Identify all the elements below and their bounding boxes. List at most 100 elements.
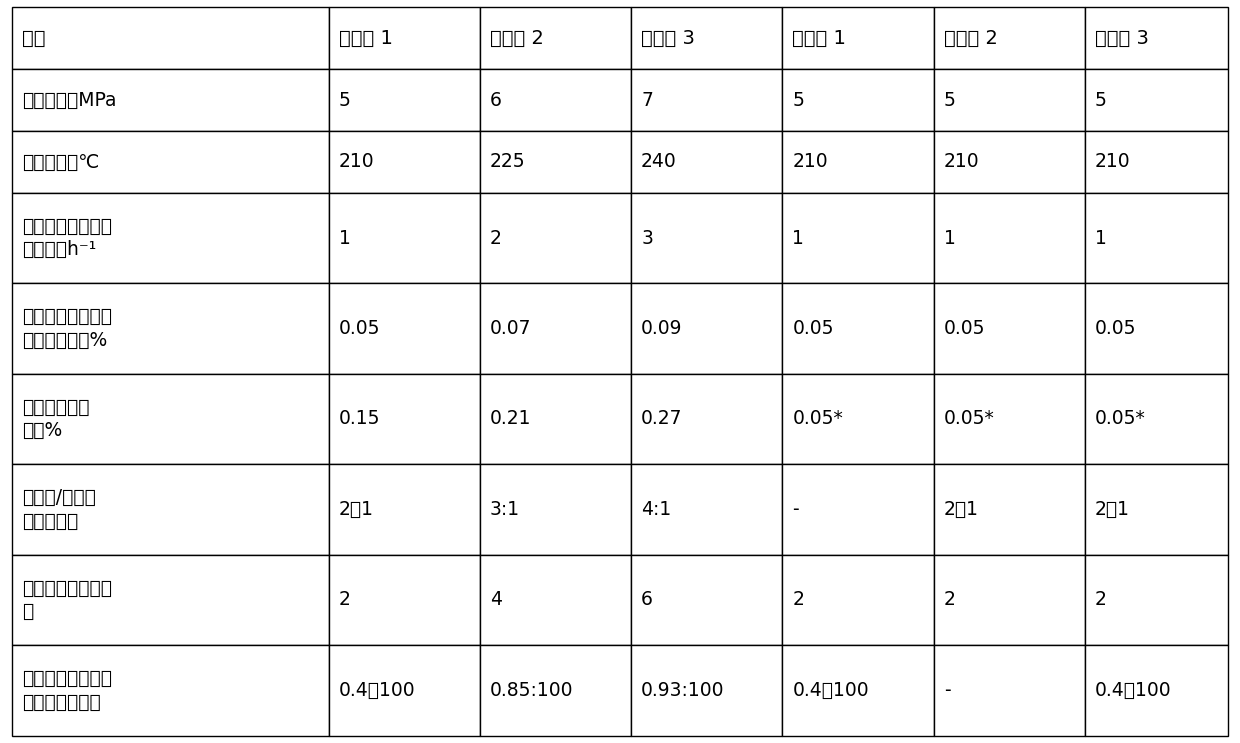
Bar — [329, 131, 480, 193]
Text: 循环油/溶氢油
（质量比）: 循环油/溶氢油 （质量比） — [22, 488, 97, 531]
Bar — [1085, 193, 1228, 283]
Text: 2：1: 2：1 — [1095, 500, 1130, 519]
Bar — [329, 7, 480, 69]
Text: 4:1: 4:1 — [641, 500, 671, 519]
Bar — [631, 193, 782, 283]
Text: 5: 5 — [944, 91, 956, 110]
Text: 实施例 1: 实施例 1 — [339, 29, 392, 48]
Bar — [329, 464, 480, 555]
Text: 2: 2 — [1095, 591, 1107, 609]
Text: 2：1: 2：1 — [339, 500, 373, 519]
Bar — [12, 283, 329, 374]
Bar — [12, 131, 329, 193]
Bar — [480, 7, 631, 69]
Bar — [782, 283, 934, 374]
Bar — [934, 645, 1085, 736]
Bar — [480, 645, 631, 736]
Bar — [480, 374, 631, 464]
Bar — [934, 374, 1085, 464]
Text: 5: 5 — [339, 91, 351, 110]
Bar — [329, 374, 480, 464]
Bar — [782, 464, 934, 555]
Bar — [480, 283, 631, 374]
Text: 2: 2 — [944, 591, 956, 609]
Text: 对比例 1: 对比例 1 — [792, 29, 846, 48]
Text: -: - — [792, 500, 799, 519]
Bar — [12, 645, 329, 736]
Text: 3:1: 3:1 — [490, 500, 520, 519]
Bar — [329, 193, 480, 283]
Bar — [934, 283, 1085, 374]
Bar — [631, 69, 782, 131]
Bar — [934, 131, 1085, 193]
Bar — [631, 374, 782, 464]
Bar — [782, 69, 934, 131]
Text: 氢的混入量，
重量%: 氢的混入量， 重量% — [22, 398, 89, 441]
Text: 0.05*: 0.05* — [944, 409, 994, 429]
Bar — [782, 645, 934, 736]
Text: 6: 6 — [641, 591, 653, 609]
Bar — [934, 555, 1085, 645]
Text: 7: 7 — [641, 91, 653, 110]
Text: 1: 1 — [339, 229, 351, 247]
Bar — [12, 555, 329, 645]
Bar — [782, 7, 934, 69]
Text: 0.21: 0.21 — [490, 409, 531, 429]
Bar — [480, 464, 631, 555]
Text: 210: 210 — [339, 152, 374, 172]
Text: -: - — [944, 681, 950, 700]
Bar — [12, 7, 329, 69]
Text: 210: 210 — [944, 152, 980, 172]
Text: 210: 210 — [1095, 152, 1131, 172]
Text: 2: 2 — [490, 229, 502, 247]
Text: 240: 240 — [641, 152, 677, 172]
Bar — [329, 645, 480, 736]
Text: 对比例 3: 对比例 3 — [1095, 29, 1148, 48]
Text: 4: 4 — [490, 591, 502, 609]
Text: 0.07: 0.07 — [490, 319, 531, 338]
Text: 预热物料的饱和溶
解氢量，重量%: 预热物料的饱和溶 解氢量，重量% — [22, 308, 113, 350]
Text: 2: 2 — [792, 591, 805, 609]
Text: 210: 210 — [792, 152, 828, 172]
Text: 实施例 3: 实施例 3 — [641, 29, 694, 48]
Bar — [782, 131, 934, 193]
Bar — [631, 7, 782, 69]
Bar — [329, 283, 480, 374]
Bar — [480, 555, 631, 645]
Text: 3: 3 — [641, 229, 653, 247]
Bar — [480, 131, 631, 193]
Text: 1: 1 — [1095, 229, 1107, 247]
Bar — [1085, 464, 1228, 555]
Text: 0.05*: 0.05* — [1095, 409, 1146, 429]
Bar — [1085, 374, 1228, 464]
Bar — [934, 7, 1085, 69]
Bar — [1085, 645, 1228, 736]
Text: 0.05*: 0.05* — [792, 409, 843, 429]
Text: 0.05: 0.05 — [944, 319, 985, 338]
Text: 反应温度，℃: 反应温度，℃ — [22, 152, 99, 172]
Text: 0.4：100: 0.4：100 — [339, 681, 415, 700]
Text: 项目: 项目 — [22, 29, 46, 48]
Text: 5: 5 — [792, 91, 805, 110]
Text: 0.93:100: 0.93:100 — [641, 681, 724, 700]
Bar — [480, 69, 631, 131]
Text: 0.09: 0.09 — [641, 319, 682, 338]
Text: 0.27: 0.27 — [641, 409, 682, 429]
Bar — [1085, 131, 1228, 193]
Text: 对比例 2: 对比例 2 — [944, 29, 997, 48]
Text: 1: 1 — [792, 229, 805, 247]
Text: 催化剂床层数量，
个: 催化剂床层数量， 个 — [22, 579, 113, 621]
Bar — [1085, 7, 1228, 69]
Text: 0.05: 0.05 — [1095, 319, 1136, 338]
Bar — [782, 193, 934, 283]
Text: 2：1: 2：1 — [944, 500, 978, 519]
Bar — [631, 645, 782, 736]
Bar — [12, 193, 329, 283]
Text: 预热物料的液时体
积空速，h⁻¹: 预热物料的液时体 积空速，h⁻¹ — [22, 217, 113, 259]
Bar — [782, 555, 934, 645]
Bar — [329, 555, 480, 645]
Bar — [934, 464, 1085, 555]
Text: 0.4：100: 0.4：100 — [792, 681, 869, 700]
Bar — [782, 374, 934, 464]
Bar — [631, 131, 782, 193]
